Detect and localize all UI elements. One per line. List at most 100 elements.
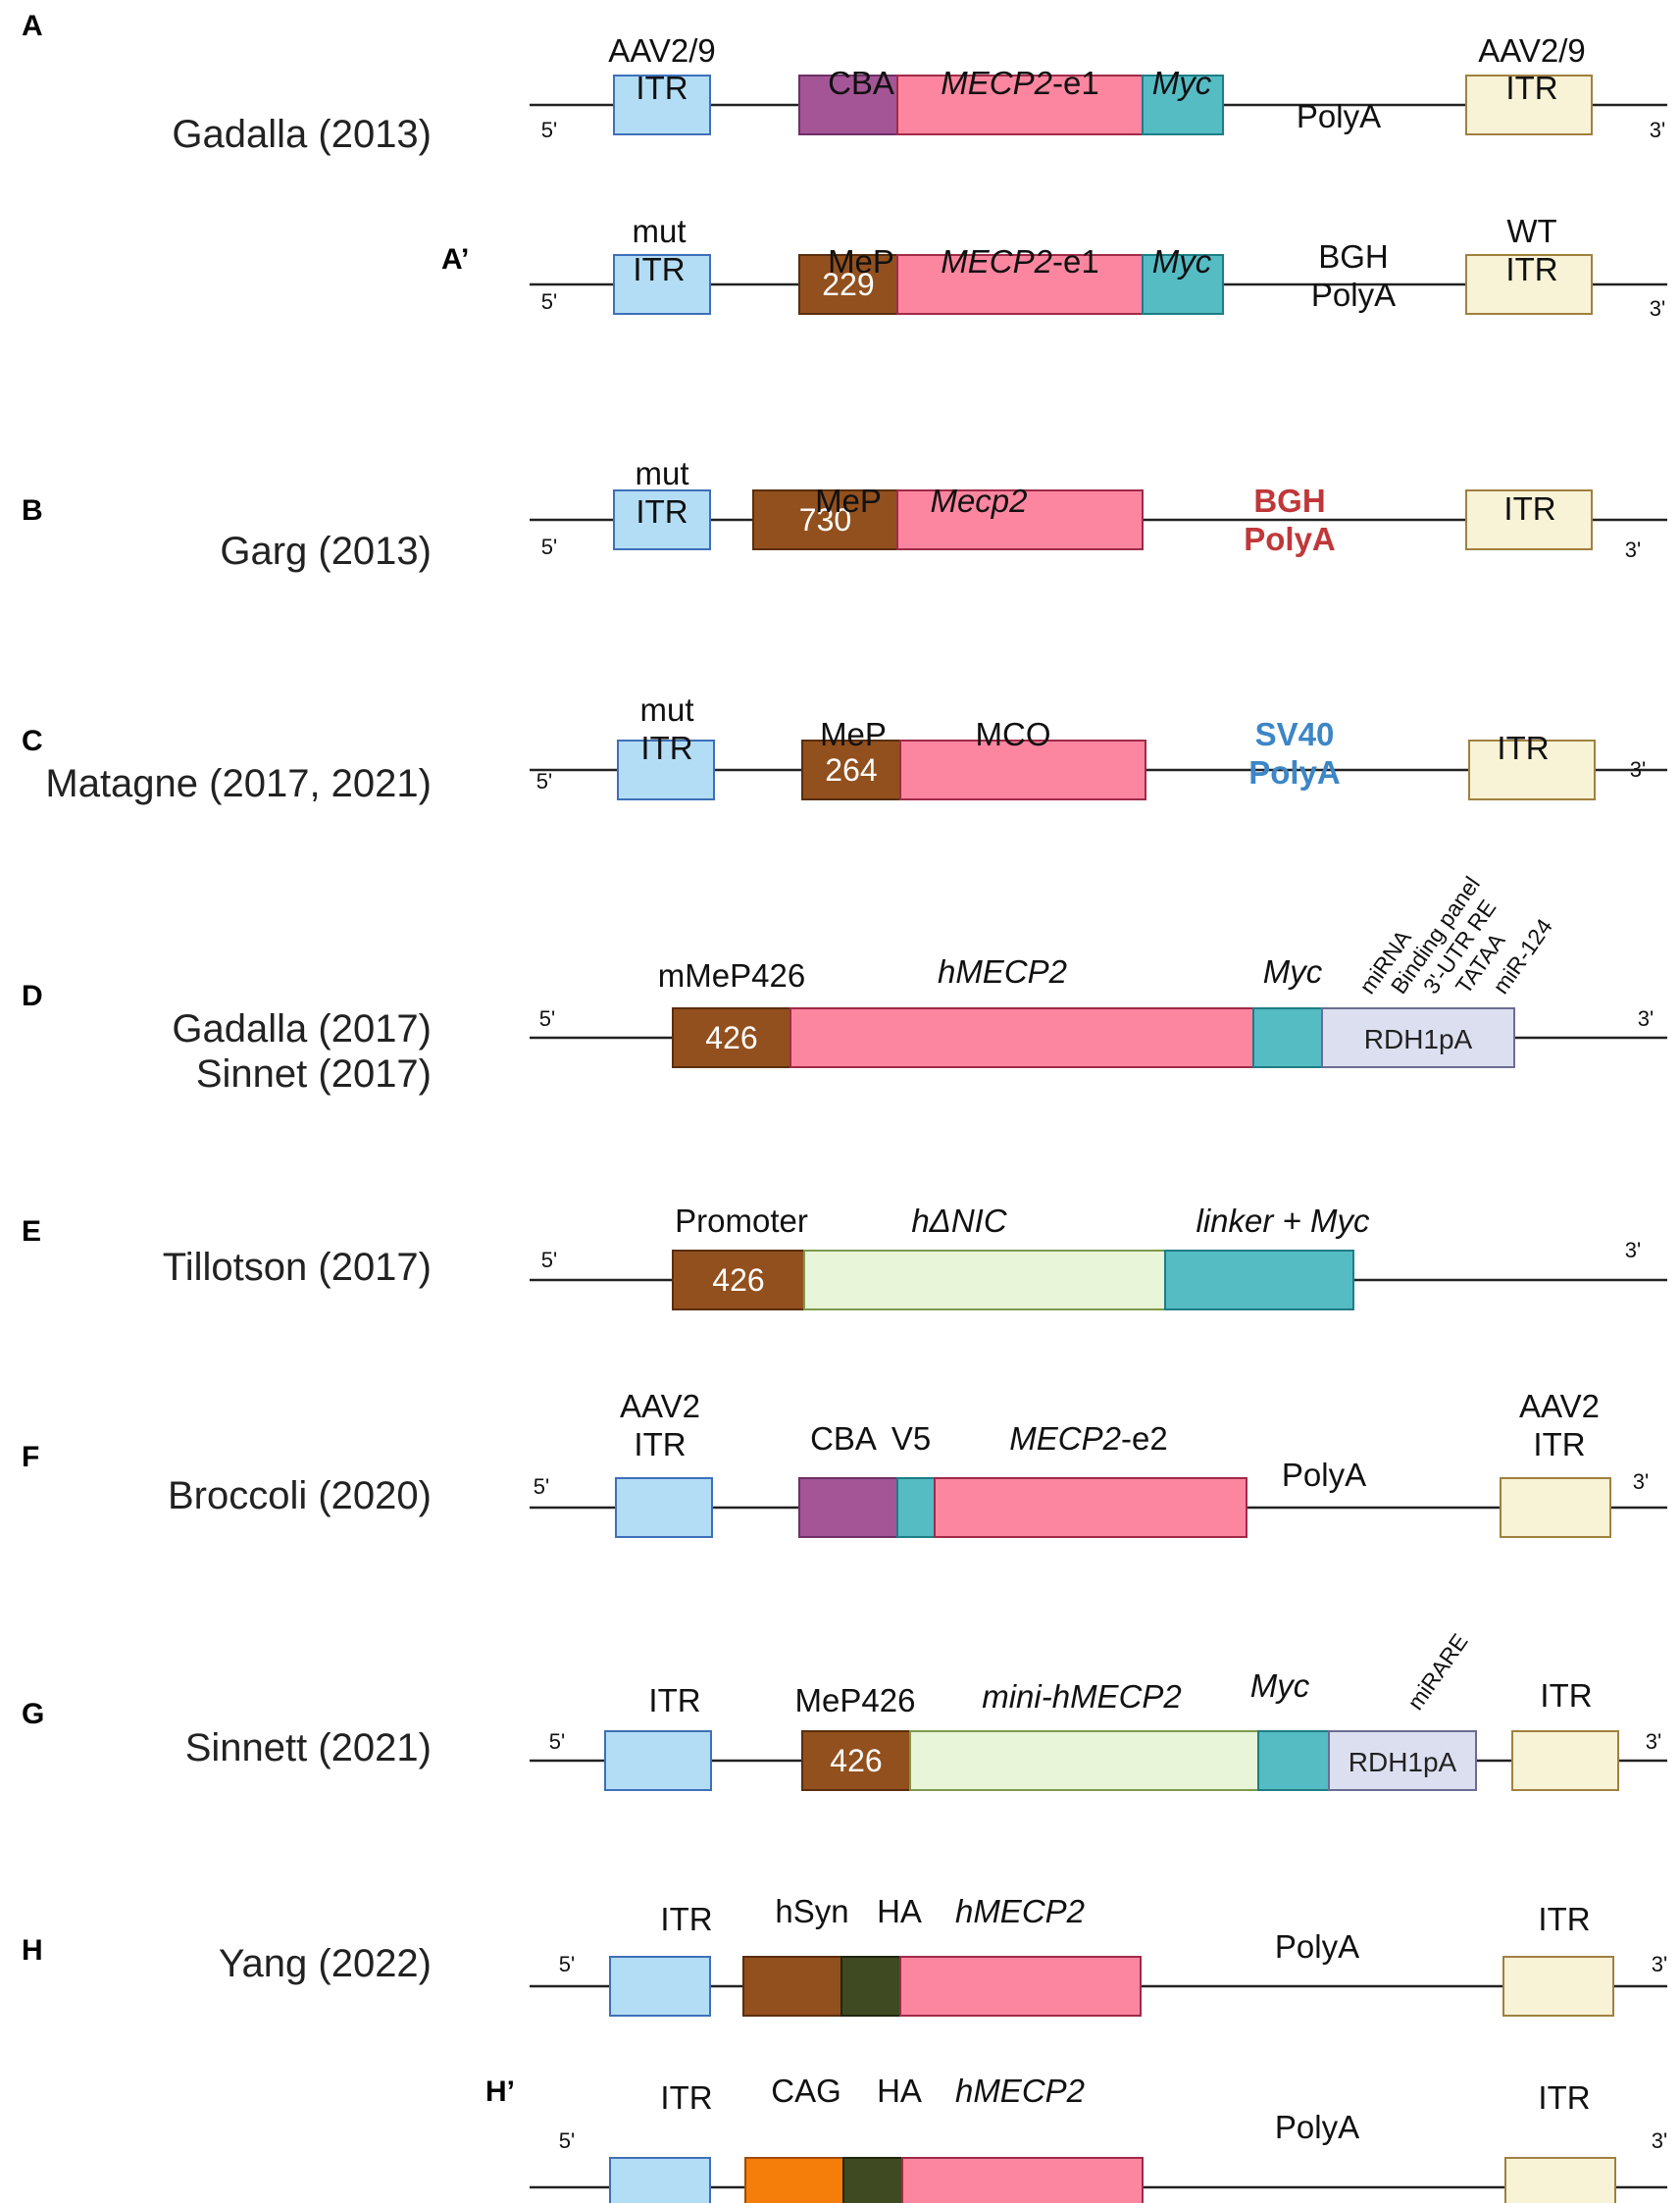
- author-label: Gadalla (2017): [172, 1007, 432, 1050]
- element-box-cba: [798, 75, 898, 135]
- author-label: Garg (2013): [220, 530, 432, 573]
- panel-H2: H’ 5' 3' ITR CAG HA hMECP2 PolyA ITR: [485, 2073, 1667, 2203]
- element-label: mMeP426: [658, 957, 805, 994]
- element-box-light_green: [803, 1250, 1166, 1310]
- author-label: Tillotson (2017): [163, 1246, 432, 1289]
- panel-letter: D: [22, 980, 43, 1012]
- element-label: ITR: [636, 493, 687, 530]
- element-box-itr_yellow: [1500, 1477, 1611, 1538]
- element-label: ITR: [1503, 490, 1555, 527]
- panel-D: D Gadalla (2017)Sinnet (2017) 5' 3' 426 RDH1p…: [22, 872, 1667, 1096]
- three-prime-label: 3': [1652, 2128, 1667, 2153]
- element-label: mini-hMECP2: [982, 1678, 1182, 1715]
- five-prime-label: 5': [536, 769, 552, 794]
- element-label: ITR: [640, 730, 692, 766]
- element-box-label: RDH1pA: [1349, 1747, 1457, 1777]
- element-box-itr_yellow: [1502, 1956, 1614, 2017]
- element-box-label: RDH1pA: [1364, 1024, 1473, 1054]
- three-prime-label: 3': [1625, 538, 1641, 562]
- element-label: BGH: [1253, 483, 1325, 519]
- element-box-dark_green: [842, 2157, 903, 2203]
- element-box-mep: [752, 489, 898, 550]
- element-label: CAG: [771, 2073, 841, 2109]
- element-label: hSyn: [775, 1893, 848, 1929]
- element-box-myc: [1142, 75, 1224, 135]
- element-label: HA: [877, 1893, 922, 1929]
- five-prime-label: 5': [539, 1006, 555, 1031]
- element-box-rdh: [1321, 1007, 1515, 1068]
- element-box-myc: [1257, 1730, 1330, 1791]
- element-box-label: 229: [822, 267, 874, 302]
- element-box-itr_blue: [604, 1730, 712, 1791]
- element-box-light_green: [909, 1730, 1259, 1791]
- element-label: CBA: [828, 65, 894, 101]
- element-box-label: 730: [799, 502, 851, 538]
- element-box-mep: [672, 1007, 791, 1068]
- element-label: PolyA: [1282, 1457, 1366, 1493]
- panel-E: E Tillotson (2017) 5' 3' 426 Promoter hΔNIC lin…: [22, 1203, 1667, 1310]
- element-label: MeP: [828, 243, 894, 280]
- element-label: ITR: [660, 2079, 712, 2116]
- author-label: Sinnett (2021): [185, 1726, 432, 1769]
- element-label: ITR: [1540, 1677, 1592, 1714]
- element-box-itr_blue: [615, 1477, 713, 1538]
- five-prime-label: 5': [541, 118, 557, 142]
- annotation-rotated-label: miRARE: [1402, 1629, 1473, 1715]
- element-label: ITR: [660, 1901, 712, 1937]
- element-box-mecp2: [899, 740, 1146, 800]
- element-label: SV40: [1255, 716, 1335, 752]
- element-box-myc: [896, 1477, 936, 1538]
- five-prime-label: 5': [541, 535, 557, 559]
- panel-letter: C: [22, 725, 43, 757]
- three-prime-label: 3': [1630, 757, 1646, 782]
- element-label: mut: [635, 455, 688, 491]
- element-label: PolyA: [1297, 98, 1381, 134]
- element-box-mep: [798, 254, 898, 315]
- element-label: hMECP2: [938, 953, 1067, 990]
- panel-letter: B: [22, 494, 43, 527]
- panel-letter: H: [22, 1934, 43, 1967]
- element-box-label: 426: [712, 1262, 764, 1298]
- element-label: PolyA: [1248, 754, 1341, 791]
- gene-name: MECP2: [941, 243, 1052, 280]
- element-box-itr_blue: [613, 75, 711, 135]
- element-box-dark_green: [840, 1956, 901, 2017]
- element-label: MeP426: [795, 1682, 916, 1718]
- element-box-myc: [1252, 1007, 1323, 1068]
- element-label: mut: [639, 692, 693, 728]
- element-box-itr_blue: [609, 1956, 711, 2017]
- element-box-itr_blue: [617, 740, 715, 800]
- element-label: MeP: [815, 483, 882, 519]
- author-label: Broccoli (2020): [168, 1474, 432, 1517]
- element-label: ITR: [1538, 1901, 1590, 1937]
- panel-G: G Sinnett (2021) 5' 3' 426 RDH1pA ITR MeP426 min…: [22, 1629, 1667, 1791]
- element-box-itr_yellow: [1465, 489, 1593, 550]
- element-box-mep: [672, 1250, 805, 1310]
- element-label: hMECP2: [955, 1893, 1085, 1929]
- element-box-myc: [1142, 254, 1224, 315]
- element-box-itr_yellow: [1511, 1730, 1619, 1791]
- element-label: PolyA: [1311, 277, 1396, 313]
- element-label: MECP2-e1: [941, 243, 1098, 280]
- element-box-label: 264: [825, 752, 877, 788]
- element-label: BGH: [1318, 238, 1389, 275]
- element-label: CBA: [810, 1420, 877, 1457]
- gene-name: MECP2: [941, 65, 1052, 101]
- five-prime-label: 5': [549, 1729, 565, 1754]
- element-box-mecp2: [789, 1007, 1254, 1068]
- element-box-rdh: [1328, 1730, 1477, 1791]
- element-label: HA: [877, 2073, 922, 2109]
- three-prime-label: 3': [1633, 1469, 1649, 1494]
- panel-letter: A: [22, 10, 43, 42]
- panel-H: H Yang (2022) 5' 3' ITR hSyn HA hMECP2 PolyA ITR: [22, 1893, 1667, 2017]
- element-label: PolyA: [1275, 2109, 1359, 2145]
- element-box-cag: [744, 2157, 844, 2203]
- element-label: Myc: [1152, 243, 1212, 280]
- element-box-mep: [801, 740, 901, 800]
- element-label: MECP2-e2: [1009, 1420, 1167, 1457]
